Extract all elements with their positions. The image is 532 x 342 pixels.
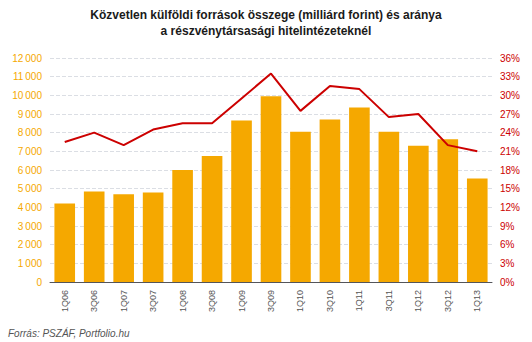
svg-text:4 000: 4 000 bbox=[18, 202, 43, 213]
svg-text:21%: 21% bbox=[500, 146, 520, 157]
svg-text:2 000: 2 000 bbox=[18, 239, 43, 250]
svg-text:1Q11: 1Q11 bbox=[354, 290, 364, 311]
svg-text:5 000: 5 000 bbox=[18, 183, 43, 194]
svg-text:36%: 36% bbox=[500, 53, 520, 64]
svg-text:Forrás: PSZÁF, Portfolio.hu: Forrás: PSZÁF, Portfolio.hu bbox=[8, 327, 130, 339]
svg-text:3 000: 3 000 bbox=[18, 221, 43, 232]
svg-text:6%: 6% bbox=[500, 239, 515, 250]
svg-text:3Q06: 3Q06 bbox=[89, 290, 99, 312]
svg-text:1Q10: 1Q10 bbox=[295, 290, 305, 312]
svg-text:1 000: 1 000 bbox=[18, 258, 43, 269]
svg-text:3%: 3% bbox=[500, 258, 515, 269]
svg-text:12%: 12% bbox=[500, 202, 520, 213]
svg-text:30%: 30% bbox=[500, 90, 520, 101]
svg-text:0: 0 bbox=[36, 277, 42, 288]
svg-text:3Q12: 3Q12 bbox=[443, 290, 453, 312]
svg-text:1Q08: 1Q08 bbox=[178, 290, 188, 312]
svg-text:24%: 24% bbox=[500, 127, 520, 138]
svg-text:a részvénytársasági hitelintéz: a részvénytársasági hitelintézeteknél bbox=[161, 24, 372, 38]
svg-text:3Q07: 3Q07 bbox=[148, 290, 158, 312]
svg-text:9%: 9% bbox=[500, 221, 515, 232]
svg-text:3Q08: 3Q08 bbox=[207, 290, 217, 312]
svg-text:33%: 33% bbox=[500, 71, 520, 82]
svg-text:1Q13: 1Q13 bbox=[472, 290, 482, 312]
svg-text:8 000: 8 000 bbox=[18, 127, 43, 138]
svg-text:7 000: 7 000 bbox=[18, 146, 43, 157]
svg-text:1Q07: 1Q07 bbox=[119, 290, 129, 312]
svg-text:3Q09: 3Q09 bbox=[266, 290, 276, 312]
svg-text:10 000: 10 000 bbox=[12, 90, 42, 101]
svg-text:15%: 15% bbox=[500, 183, 520, 194]
svg-text:1Q09: 1Q09 bbox=[237, 290, 247, 312]
svg-text:18%: 18% bbox=[500, 165, 520, 176]
svg-text:0%: 0% bbox=[500, 277, 515, 288]
svg-text:3Q11: 3Q11 bbox=[384, 290, 394, 311]
svg-text:Közvetlen külföldi források ös: Közvetlen külföldi források összege (mil… bbox=[90, 8, 442, 22]
svg-text:11 000: 11 000 bbox=[13, 71, 43, 82]
svg-text:1Q12: 1Q12 bbox=[413, 290, 423, 312]
svg-text:6 000: 6 000 bbox=[18, 165, 43, 176]
svg-text:27%: 27% bbox=[500, 109, 520, 120]
svg-text:12 000: 12 000 bbox=[12, 53, 42, 64]
svg-text:3Q10: 3Q10 bbox=[325, 290, 335, 312]
svg-text:1Q06: 1Q06 bbox=[60, 290, 70, 312]
svg-text:9 000: 9 000 bbox=[18, 109, 43, 120]
